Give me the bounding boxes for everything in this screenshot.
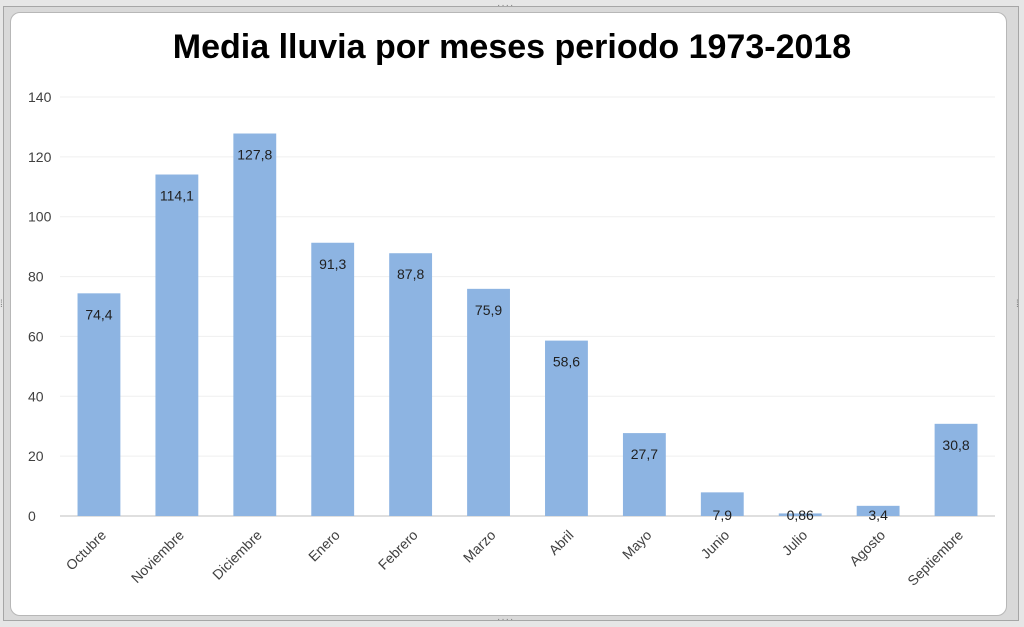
data-label: 58,6 <box>553 354 580 370</box>
x-tick-label: Mayo <box>619 527 655 563</box>
data-label: 114,1 <box>160 188 194 204</box>
data-label: 7,9 <box>713 507 733 523</box>
bar <box>778 513 822 516</box>
y-tick-label: 100 <box>28 209 52 225</box>
resize-handle-left[interactable]: ⁞ <box>0 299 4 310</box>
data-label: 75,9 <box>475 302 502 318</box>
bar <box>467 288 510 516</box>
x-tick-label: Diciembre <box>209 527 265 583</box>
data-label: 27,7 <box>631 446 658 462</box>
x-tick-label: Agosto <box>846 527 888 569</box>
bar <box>233 133 277 516</box>
x-tick-label: Enero <box>305 527 343 565</box>
bar <box>622 433 666 516</box>
bar <box>155 174 199 516</box>
y-tick-label: 80 <box>28 269 44 285</box>
resize-handle-bottom[interactable]: ···· <box>497 614 515 625</box>
x-tick-label: Abril <box>545 527 576 558</box>
bar <box>934 423 978 516</box>
chart-title: Media lluvia por meses periodo 1973-2018 <box>172 28 852 66</box>
x-tick-label: Julio <box>779 527 811 559</box>
resize-handle-top[interactable]: ···· <box>497 0 515 11</box>
x-tick-label: Febrero <box>375 527 421 573</box>
data-label: 0,86 <box>787 507 814 523</box>
y-tick-label: 40 <box>28 388 44 404</box>
x-tick-label: Octubre <box>63 527 110 574</box>
x-tick-label: Septiembre <box>904 527 966 589</box>
bar <box>700 492 744 516</box>
y-tick-label: 140 <box>28 89 52 105</box>
data-label: 87,8 <box>397 266 424 282</box>
bar <box>311 242 355 516</box>
data-label: 74,4 <box>85 306 112 322</box>
bar <box>77 293 121 516</box>
y-tick-label: 60 <box>28 328 44 344</box>
data-label: 30,8 <box>942 437 969 453</box>
data-label: 91,3 <box>319 256 346 272</box>
bar <box>856 505 900 516</box>
resize-handle-right[interactable]: ⁞ <box>1016 299 1020 310</box>
bar <box>545 340 588 516</box>
data-label: 127,8 <box>237 147 272 163</box>
y-tick-label: 20 <box>28 448 44 464</box>
data-label: 3,4 <box>868 507 888 523</box>
bar <box>389 253 433 516</box>
x-tick-label: Marzo <box>460 527 499 566</box>
y-tick-label: 120 <box>28 149 52 165</box>
y-tick-label: 0 <box>28 508 36 524</box>
x-tick-label: Noviembre <box>128 527 187 586</box>
x-tick-label: Junio <box>697 527 732 562</box>
